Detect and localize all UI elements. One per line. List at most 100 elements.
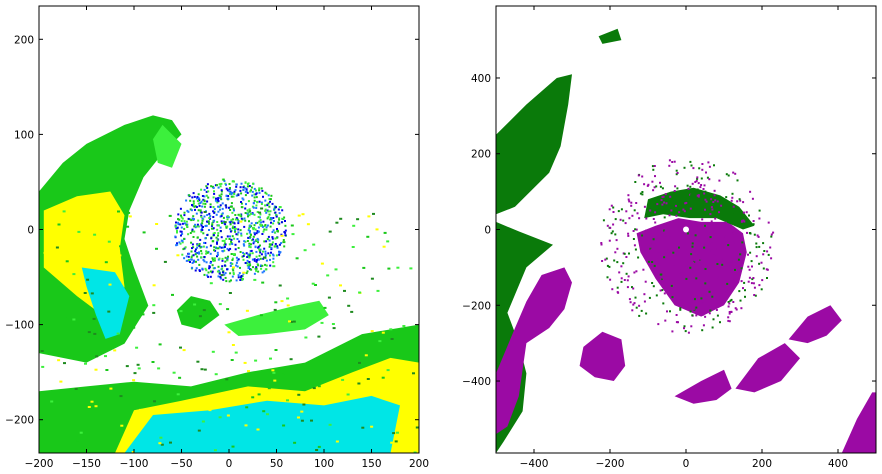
left-echo-speckle (302, 403, 306, 406)
left-echo-speckle (232, 266, 235, 269)
right-echo-speckle (626, 279, 629, 282)
left-clutter-point (220, 198, 223, 201)
right-echo-speckle (738, 198, 741, 201)
left-clutter-point (200, 224, 203, 227)
right-echo-speckle (678, 246, 680, 249)
right-echo-speckle (631, 214, 634, 217)
left-clutter-point (275, 214, 278, 217)
right-echo-speckle (665, 202, 668, 205)
left-echo-speckle (87, 406, 91, 408)
left-clutter-point (198, 243, 201, 245)
left-echo-speckle (281, 217, 285, 220)
left-clutter-point (177, 213, 180, 216)
left-clutter-point (205, 224, 208, 227)
left-clutter-point (257, 258, 260, 261)
left-clutter-point (222, 270, 225, 273)
left-clutter-point (196, 197, 198, 200)
right-echo-speckle (711, 295, 714, 298)
right-echo-speckle (724, 261, 727, 263)
left-clutter-point (252, 238, 255, 241)
right-echo-region-dark-green (644, 187, 755, 230)
left-echo-speckle (372, 212, 375, 215)
left-echo-speckle (202, 309, 206, 312)
left-echo-region-cyan (81, 267, 130, 339)
right-echo-speckle (762, 253, 765, 256)
left-clutter-point (241, 275, 244, 278)
right-echo-speckle (666, 310, 668, 313)
left-echo-speckle (326, 274, 330, 277)
left-clutter-point (224, 260, 227, 263)
left-clutter-point (269, 254, 271, 257)
right-echo-speckle (725, 290, 728, 293)
left-clutter-point (192, 236, 195, 238)
right-echo-speckle (634, 228, 637, 231)
left-echo-speckle (314, 284, 317, 286)
left-echo-speckle (179, 310, 183, 313)
left-clutter-point (192, 246, 195, 249)
right-echo-speckle (739, 199, 742, 202)
left-clutter-point (258, 191, 261, 194)
left-clutter-point (242, 186, 245, 189)
left-clutter-point (208, 229, 210, 231)
left-clutter-point (188, 252, 191, 255)
left-echo-speckle (286, 399, 289, 402)
left-clutter-point (245, 203, 247, 206)
right-echo-speckle (632, 287, 635, 290)
right-echo-region-dark-green (598, 28, 622, 44)
right-echo-speckle (701, 168, 704, 171)
right-echo-speckle (739, 299, 742, 302)
left-clutter-point (221, 257, 224, 260)
right-echo-speckle (709, 309, 712, 312)
right-y-tick-label: 400 (471, 73, 491, 85)
left-clutter-point (229, 205, 232, 208)
left-clutter-point (237, 222, 240, 225)
right-echo-speckle (659, 280, 662, 283)
left-echo-speckle (387, 267, 391, 270)
left-echo-speckle (257, 393, 261, 396)
left-clutter-point (198, 263, 201, 266)
left-clutter-point (237, 228, 240, 231)
right-echo-speckle (628, 298, 631, 301)
right-echo-speckle (645, 229, 648, 232)
left-clutter-point (266, 238, 269, 241)
left-echo-speckle (211, 350, 215, 353)
left-echo-speckle (226, 414, 230, 417)
left-clutter-point (246, 185, 249, 188)
left-clutter-point (239, 229, 242, 232)
right-echo-speckle (743, 220, 746, 223)
left-clutter-point (225, 183, 227, 186)
left-echo-speckle (282, 424, 286, 427)
right-echo-speckle (737, 209, 740, 212)
left-clutter-point (205, 246, 208, 249)
left-clutter-point (244, 240, 247, 243)
left-clutter-point (246, 191, 249, 194)
right-echo-speckle (683, 325, 686, 328)
right-echo-speckle (651, 165, 654, 168)
left-echo-speckle (376, 289, 380, 292)
left-echo-speckle (117, 210, 120, 213)
left-clutter-point (193, 230, 196, 233)
left-clutter-point (272, 261, 275, 264)
left-echo-speckle (214, 402, 218, 405)
right-echo-speckle (647, 260, 650, 263)
left-echo-speckle (394, 440, 398, 443)
left-clutter-point (201, 217, 204, 220)
left-echo-speckle (221, 239, 225, 242)
left-clutter-point (236, 265, 239, 268)
right-echo-speckle (755, 246, 758, 249)
right-echo-speckle (740, 307, 743, 310)
left-clutter-point (242, 272, 245, 275)
left-echo-speckle (234, 351, 238, 354)
left-clutter-point (217, 232, 220, 235)
right-echo-region-purple (788, 305, 842, 344)
right-echo-speckle (683, 327, 685, 330)
right-echo-speckle (679, 307, 682, 310)
left-echo-speckle (198, 315, 202, 318)
right-echo-speckle (741, 241, 744, 244)
left-clutter-point (275, 206, 277, 209)
left-echo-speckle (152, 304, 156, 307)
left-clutter-point (203, 273, 206, 276)
right-echo-speckle (661, 203, 664, 206)
left-clutter-point (253, 224, 256, 227)
left-clutter-point (265, 259, 268, 262)
